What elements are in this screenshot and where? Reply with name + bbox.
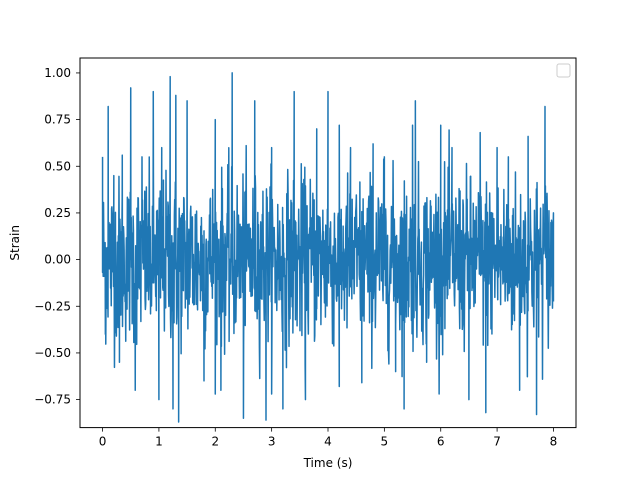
x-ticks: 0 1 2 3 4 5 6 7 8: [99, 427, 558, 449]
y-tick-label: 1.00: [44, 66, 71, 80]
x-tick-label: 4: [324, 435, 332, 449]
x-tick-label: 2: [211, 435, 219, 449]
y-tick-label: 0.00: [44, 253, 71, 267]
y-tick-label: −0.25: [34, 299, 71, 313]
strain-series-line: [101, 72, 555, 423]
y-tick-label: −0.50: [34, 346, 71, 360]
y-axis-label: Strain: [8, 225, 22, 261]
y-ticks: −0.75 −0.50 −0.25 0.00 0.25 0.50 0.75 1.00: [34, 66, 80, 407]
x-tick-label: 6: [437, 435, 445, 449]
x-tick-label: 5: [381, 435, 389, 449]
y-tick-label: 0.75: [44, 113, 71, 127]
x-tick-label: 8: [550, 435, 558, 449]
x-axis-label: Time (s): [303, 456, 353, 470]
legend-box: [556, 63, 571, 78]
x-tick-label: 7: [493, 435, 501, 449]
x-tick-label: 1: [155, 435, 163, 449]
y-tick-label: −0.75: [34, 393, 71, 407]
x-tick-label: 3: [268, 435, 276, 449]
x-tick-label: 0: [99, 435, 107, 449]
y-tick-label: 0.25: [44, 206, 71, 220]
series-layer: [101, 72, 555, 423]
y-tick-label: 0.50: [44, 159, 71, 173]
